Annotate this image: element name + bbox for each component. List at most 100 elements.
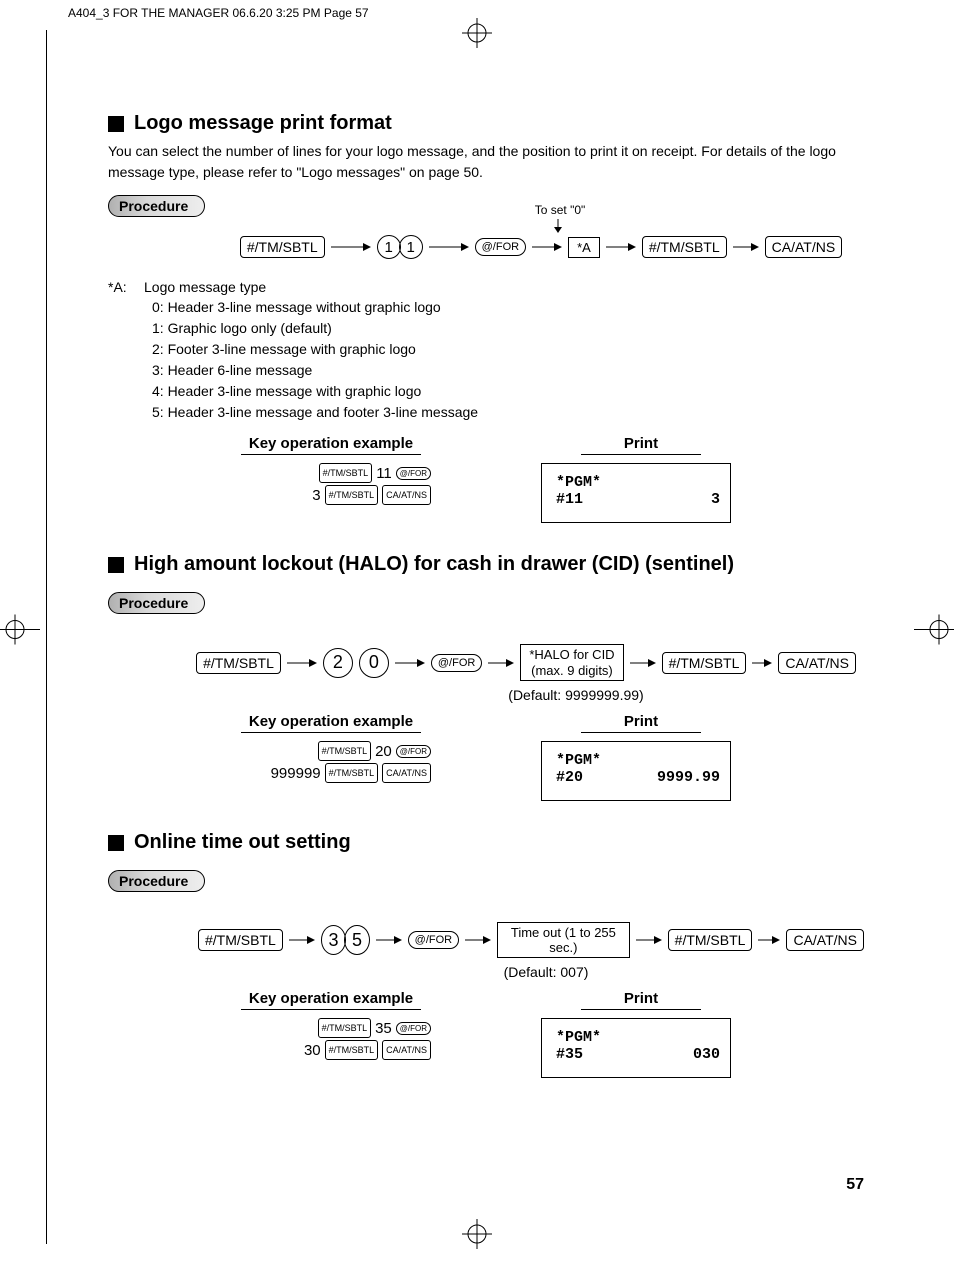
print-header: Print: [581, 435, 701, 455]
print-val: 030: [693, 1046, 720, 1063]
section1-example: Key operation example #/TM/SBTL 11 @/FOR…: [108, 435, 864, 523]
print-box: *PGM* #20 9999.99: [541, 741, 731, 801]
key-tmsbtl: #/TM/SBTL: [198, 929, 283, 951]
print-header: Print: [581, 713, 701, 733]
arrow-icon: [287, 658, 317, 668]
print-header: Print: [581, 990, 701, 1010]
key-digit: 2: [323, 648, 353, 678]
arrow-icon: [733, 242, 759, 252]
arrow-icon: [465, 935, 491, 945]
section2-header: High amount lockout (HALO) for cash in d…: [108, 553, 864, 576]
key-tmsbtl: #/TM/SBTL: [196, 652, 281, 674]
key-caatns: CA/AT/NS: [778, 652, 856, 674]
crop-right-icon: [914, 615, 954, 650]
key-for: @/FOR: [396, 745, 431, 758]
arrow-icon: [532, 242, 562, 252]
def-item: 3: Header 6-line message: [152, 360, 864, 381]
key-tmsbtl: #/TM/SBTL: [325, 763, 379, 783]
print-pgm: *PGM*: [556, 474, 720, 491]
page-number: 57: [846, 1176, 864, 1194]
param-line1: *HALO for CID: [529, 647, 614, 663]
key-tmsbtl: #/TM/SBTL: [662, 652, 747, 674]
crop-header: A404_3 FOR THE MANAGER 06.6.20 3:25 PM P…: [68, 6, 369, 20]
section3-default: (Default: 007): [228, 964, 864, 980]
print-box: *PGM* #113: [541, 463, 731, 523]
section1-title: Logo message print format: [134, 112, 392, 135]
key-digit: 1: [377, 235, 401, 259]
arrow-icon: [488, 658, 514, 668]
key-caatns: CA/AT/NS: [382, 1040, 431, 1060]
param-line2: (max. 9 digits): [531, 663, 613, 679]
example-num: 20: [375, 743, 392, 760]
key-for: @/FOR: [396, 467, 431, 480]
section3-header: Online time out setting: [108, 831, 864, 854]
section2-flow: #/TM/SBTL 2 0 @/FOR *HALO for CID (max. …: [188, 644, 864, 681]
example-num: 35: [375, 1020, 392, 1037]
key-tmsbtl: #/TM/SBTL: [325, 1040, 379, 1060]
example-num: 999999: [271, 765, 321, 782]
print-box: *PGM* #35030: [541, 1018, 731, 1078]
key-digit: 5: [344, 925, 369, 955]
print-pgm: *PGM*: [556, 752, 720, 769]
bullet-icon: [108, 835, 124, 851]
def-lead-text: Logo message type: [144, 279, 266, 295]
print-val: 9999.99: [657, 769, 720, 786]
def-item: 0: Header 3-line message without graphic…: [152, 297, 864, 318]
key-tmsbtl: #/TM/SBTL: [318, 1018, 372, 1038]
key-tmsbtl: #/TM/SBTL: [325, 485, 379, 505]
arrow-icon: [395, 658, 425, 668]
section1-header: Logo message print format: [108, 112, 864, 135]
section1-intro: You can select the number of lines for y…: [108, 141, 848, 183]
key-tmsbtl: #/TM/SBTL: [319, 463, 373, 483]
example-num: 30: [304, 1042, 321, 1059]
example-header: Key operation example: [241, 435, 421, 455]
down-arrow-icon: [553, 219, 563, 236]
print-code: #20: [556, 769, 583, 786]
def-lead-label: *A:: [108, 279, 144, 295]
key-tmsbtl: #/TM/SBTL: [240, 236, 325, 258]
crop-bottom-icon: [462, 1219, 492, 1254]
example-num: 3: [312, 487, 320, 504]
example-header: Key operation example: [241, 990, 421, 1010]
section1-definition: *A:Logo message type 0: Header 3-line me…: [108, 279, 864, 423]
def-item: 2: Footer 3-line message with graphic lo…: [152, 339, 864, 360]
key-caatns: CA/AT/NS: [765, 236, 843, 258]
param-halo: *HALO for CID (max. 9 digits): [520, 644, 623, 681]
crop-left-icon: [0, 615, 40, 650]
crop-top-icon: [462, 18, 492, 53]
print-val: 3: [711, 491, 720, 508]
key-for: @/FOR: [396, 1022, 431, 1035]
section3-title: Online time out setting: [134, 831, 351, 854]
key-caatns: CA/AT/NS: [382, 485, 431, 505]
bullet-icon: [108, 557, 124, 573]
def-item: 4: Header 3-line message with graphic lo…: [152, 381, 864, 402]
key-digit: 1: [399, 235, 423, 259]
example-num: 11: [376, 465, 392, 482]
key-digit: 3: [321, 925, 346, 955]
param-timeout: Time out (1 to 255 sec.): [497, 922, 630, 958]
arrow-icon: [429, 242, 469, 252]
arrow-icon: [636, 935, 662, 945]
arrow-icon: [331, 242, 371, 252]
key-for: @/FOR: [431, 654, 482, 672]
crop-left-rule: [46, 30, 47, 1244]
key-tmsbtl: #/TM/SBTL: [668, 929, 753, 951]
procedure-label: Procedure: [108, 592, 205, 614]
procedure-label: Procedure: [108, 870, 205, 892]
section3-example: Key operation example #/TM/SBTL 35 @/FOR…: [108, 990, 864, 1078]
bullet-icon: [108, 116, 124, 132]
section2-default: (Default: 9999999.99): [288, 687, 864, 703]
key-for: @/FOR: [408, 931, 459, 949]
arrow-icon: [752, 658, 772, 668]
key-digit: 0: [359, 648, 389, 678]
arrow-icon: [758, 935, 780, 945]
key-for: @/FOR: [475, 238, 526, 256]
section1-flow: To set "0" #/TM/SBTL 1 1 @/FOR *A #/TM/S…: [218, 235, 864, 259]
section2-title: High amount lockout (HALO) for cash in d…: [134, 553, 734, 576]
procedure-label: Procedure: [108, 195, 205, 217]
key-caatns: CA/AT/NS: [382, 763, 431, 783]
arrow-icon: [289, 935, 315, 945]
page-content: Logo message print format You can select…: [108, 112, 864, 1108]
to-set-zero-label: To set "0": [520, 203, 600, 217]
section3-flow: #/TM/SBTL 3 5 @/FOR Time out (1 to 255 s…: [198, 922, 864, 958]
